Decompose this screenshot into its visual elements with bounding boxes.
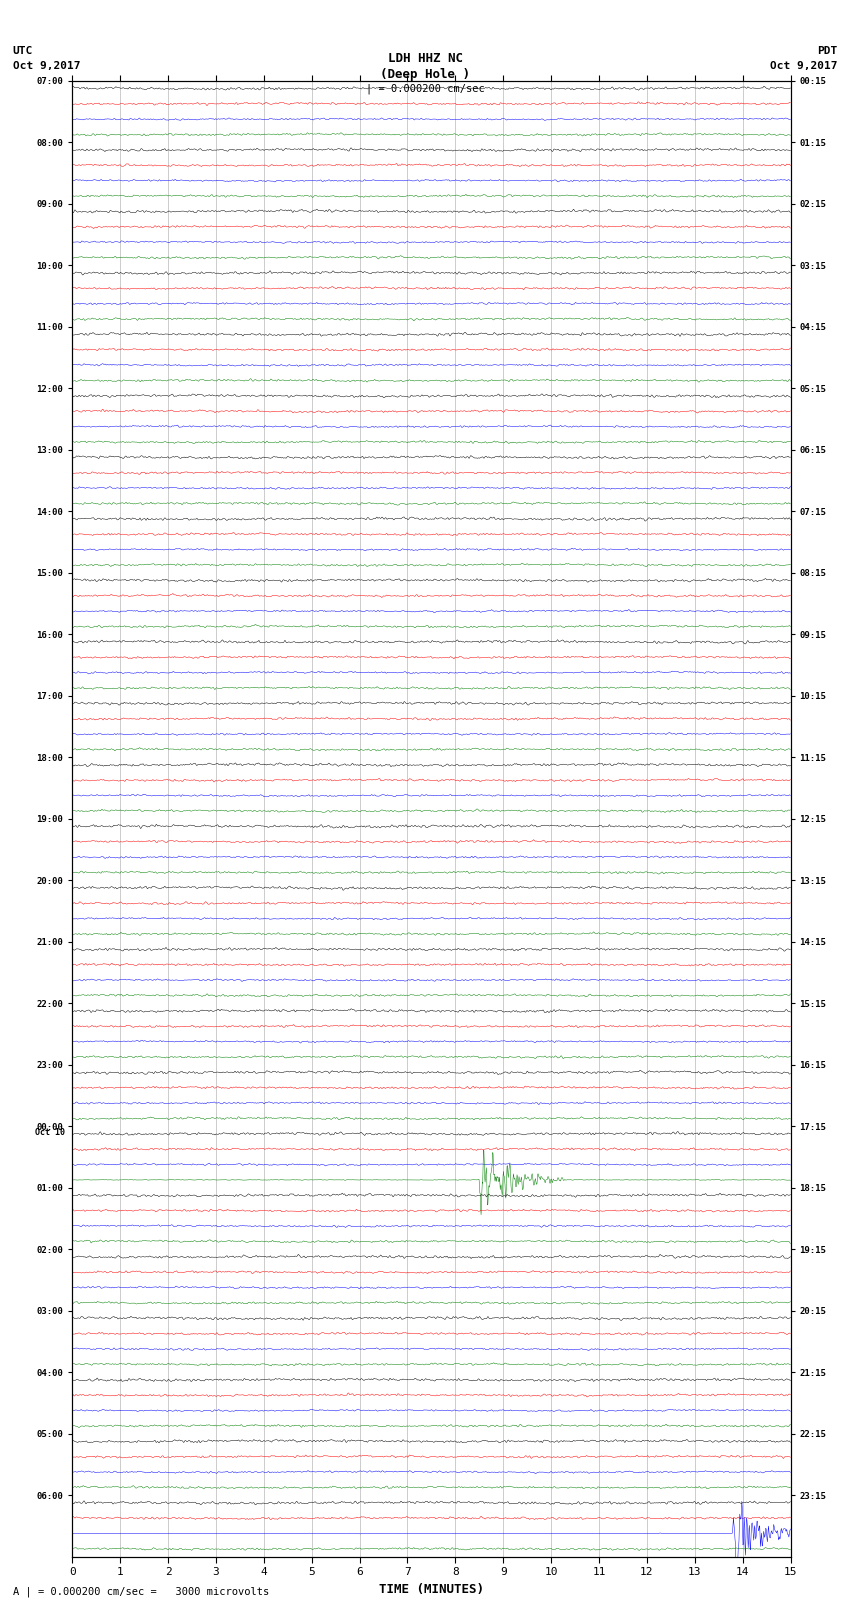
Text: UTC: UTC <box>13 47 33 56</box>
Text: | = 0.000200 cm/sec: | = 0.000200 cm/sec <box>366 82 484 94</box>
Text: Oct 10: Oct 10 <box>35 1127 65 1137</box>
Text: (Deep Hole ): (Deep Hole ) <box>380 68 470 81</box>
Text: PDT: PDT <box>817 47 837 56</box>
Text: Oct 9,2017: Oct 9,2017 <box>770 61 837 71</box>
Text: A | = 0.000200 cm/sec =   3000 microvolts: A | = 0.000200 cm/sec = 3000 microvolts <box>13 1586 269 1597</box>
Text: LDH HHZ NC: LDH HHZ NC <box>388 52 462 65</box>
X-axis label: TIME (MINUTES): TIME (MINUTES) <box>379 1582 484 1595</box>
Text: Oct 9,2017: Oct 9,2017 <box>13 61 80 71</box>
